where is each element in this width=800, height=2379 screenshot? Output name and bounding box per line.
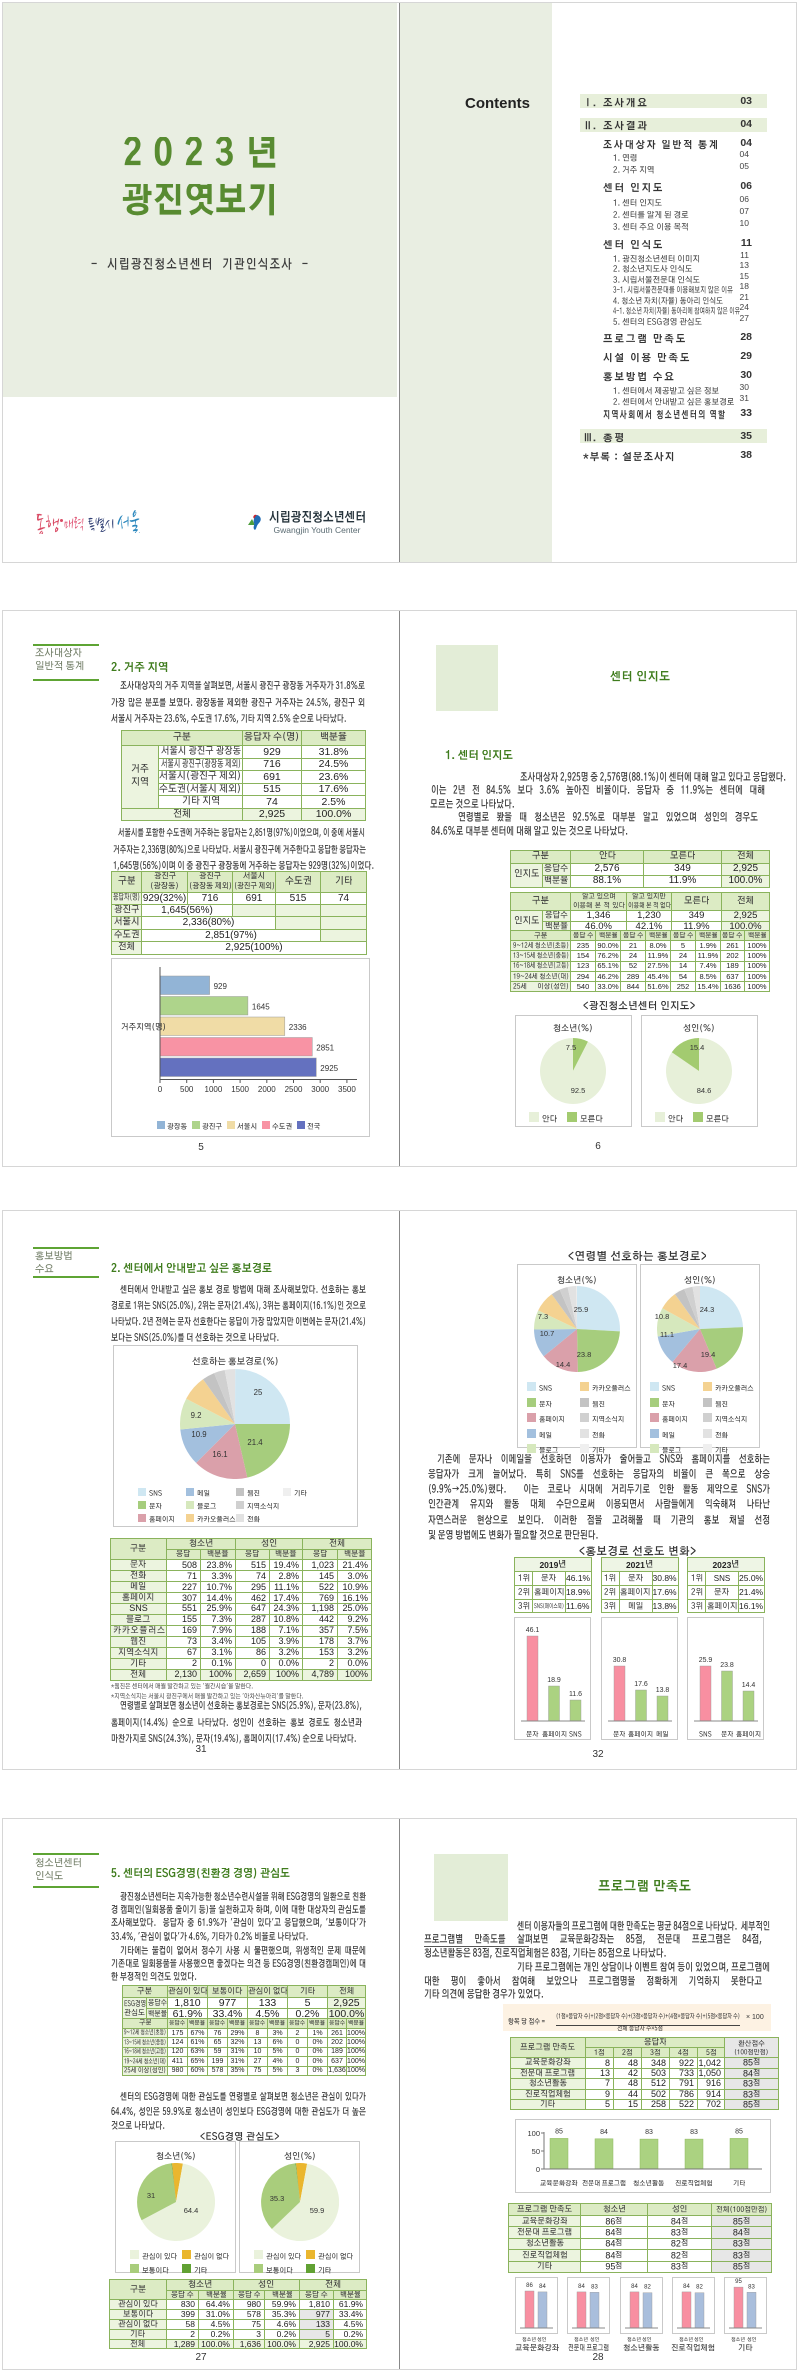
svg-text:46.1: 46.1 [526,1627,540,1634]
svg-text:83: 83 [591,2284,598,2290]
svg-text:84: 84 [578,2284,585,2290]
svg-text:82: 82 [644,2285,651,2291]
svg-text:2500: 2500 [285,1085,303,1094]
svg-text:84: 84 [631,2284,638,2290]
svg-text:84: 84 [600,2129,608,2136]
svg-text:1000: 1000 [205,1085,223,1094]
svg-text:3500: 3500 [338,1085,356,1094]
svg-text:23.8: 23.8 [720,1662,734,1669]
svg-text:85: 85 [735,2128,743,2135]
svg-text:2000: 2000 [258,1085,276,1094]
svg-text:85: 85 [555,2128,563,2135]
svg-text:82: 82 [696,2285,703,2291]
svg-text:17.6: 17.6 [634,1681,648,1688]
svg-text:0: 0 [158,1085,163,1094]
svg-text:18.9: 18.9 [547,1677,561,1684]
svg-text:83: 83 [690,2129,698,2136]
svg-text:100: 100 [527,2129,540,2138]
svg-text:83: 83 [748,2284,755,2290]
svg-text:3000: 3000 [311,1085,329,1094]
svg-text:1500: 1500 [231,1085,249,1094]
svg-text:84: 84 [539,2284,546,2290]
svg-text:1645: 1645 [252,1003,270,1012]
svg-text:95: 95 [735,2279,742,2285]
svg-text:0: 0 [536,2165,540,2174]
svg-text:30.8: 30.8 [612,1657,626,1664]
svg-text:2851: 2851 [316,1044,334,1053]
svg-text:86: 86 [526,2283,533,2289]
svg-text:50: 50 [532,2147,540,2156]
svg-text:14.4: 14.4 [742,1682,756,1689]
svg-text:25.9: 25.9 [699,1657,713,1664]
svg-text:84: 84 [683,2284,690,2290]
svg-text:11.6: 11.6 [569,1691,582,1698]
svg-text:83: 83 [645,2129,653,2136]
svg-text:929: 929 [214,982,228,991]
svg-text:500: 500 [180,1085,194,1094]
svg-text:2925: 2925 [320,1064,338,1073]
svg-text:2336: 2336 [289,1023,307,1032]
svg-text:13.8: 13.8 [655,1687,669,1694]
